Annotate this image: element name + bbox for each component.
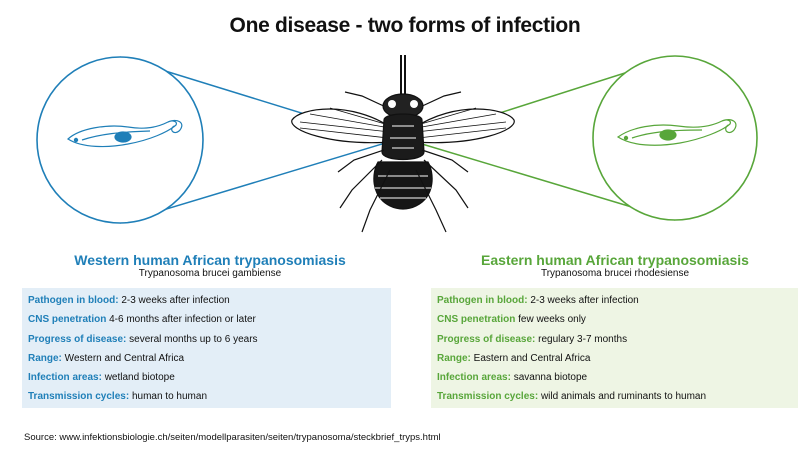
tsetse-fly-icon <box>291 55 515 233</box>
eastern-info-panel: Pathogen in blood: 2-3 weeks after infec… <box>431 288 798 408</box>
info-row: CNS penetration 4-6 months after infecti… <box>28 310 385 329</box>
trypanosome-icon <box>67 119 183 148</box>
western-species: Trypanosoma brucei gambiense <box>138 268 282 279</box>
info-value: several months up to 6 years <box>126 333 258 345</box>
western-panel-bg <box>22 288 391 408</box>
info-value: regulary 3-7 months <box>535 333 628 345</box>
western-info-panel: Pathogen in blood: 2-3 weeks after infec… <box>22 288 391 408</box>
info-row: Infection areas: savanna biotope <box>437 368 792 387</box>
info-value: 2-3 weeks after infection <box>118 295 230 306</box>
page-title: One disease - two forms of infection <box>229 14 581 37</box>
western-title: Western human African trypanosomiasis <box>74 252 346 268</box>
info-label: Progress of disease: <box>28 333 127 345</box>
info-label: Pathogen in blood: <box>437 295 528 306</box>
info-row: Range: Western and Central Africa <box>28 349 385 368</box>
info-value: wild animals and ruminants to human <box>538 391 707 403</box>
info-row: Pathogen in blood: 2-3 weeks after infec… <box>28 291 385 310</box>
eastern-panel-bg <box>431 288 798 408</box>
info-value: human to human <box>129 391 207 403</box>
info-label: Range: <box>437 352 471 364</box>
info-row: CNS penetration few weeks only <box>437 310 792 329</box>
western-magnifier <box>36 56 393 224</box>
info-row: Progress of disease: regulary 3-7 months <box>437 330 792 349</box>
info-label: Infection areas: <box>28 372 102 384</box>
info-row: Transmission cycles: human to human <box>28 387 385 406</box>
info-value: Eastern and Central Africa <box>470 352 591 364</box>
info-label: CNS penetration <box>437 314 516 326</box>
info-value: wetland biotope <box>101 372 175 384</box>
info-row: Infection areas: wetland biotope <box>28 368 385 387</box>
info-value: few weeks only <box>515 314 586 326</box>
source-note: Source: www.infektionsbiologie.ch/seiten… <box>24 432 441 443</box>
info-row: Pathogen in blood: 2-3 weeks after infec… <box>437 291 792 310</box>
info-value: 2-3 weeks after infection <box>527 295 639 306</box>
info-label: Range: <box>28 352 62 364</box>
info-label: CNS penetration <box>28 314 107 326</box>
info-label: Transmission cycles: <box>28 391 130 403</box>
eastern-title: Eastern human African trypanosomiasis <box>481 252 749 268</box>
info-value: savanna biotope <box>510 372 588 384</box>
eastern-species: Trypanosoma brucei rhodesiense <box>540 268 690 279</box>
info-label: Progress of disease: <box>437 333 536 345</box>
trypanosome-icon <box>616 118 737 146</box>
info-row: Progress of disease: several months up t… <box>28 330 385 349</box>
info-label: Pathogen in blood: <box>28 295 119 306</box>
info-row: Range: Eastern and Central Africa <box>437 349 792 368</box>
info-label: Transmission cycles: <box>437 391 539 403</box>
info-label: Infection areas: <box>437 372 511 384</box>
info-value: 4-6 months after infection or later <box>106 314 256 326</box>
info-row: Transmission cycles: wild animals and ru… <box>437 387 792 406</box>
info-value: Western and Central Africa <box>61 352 185 364</box>
